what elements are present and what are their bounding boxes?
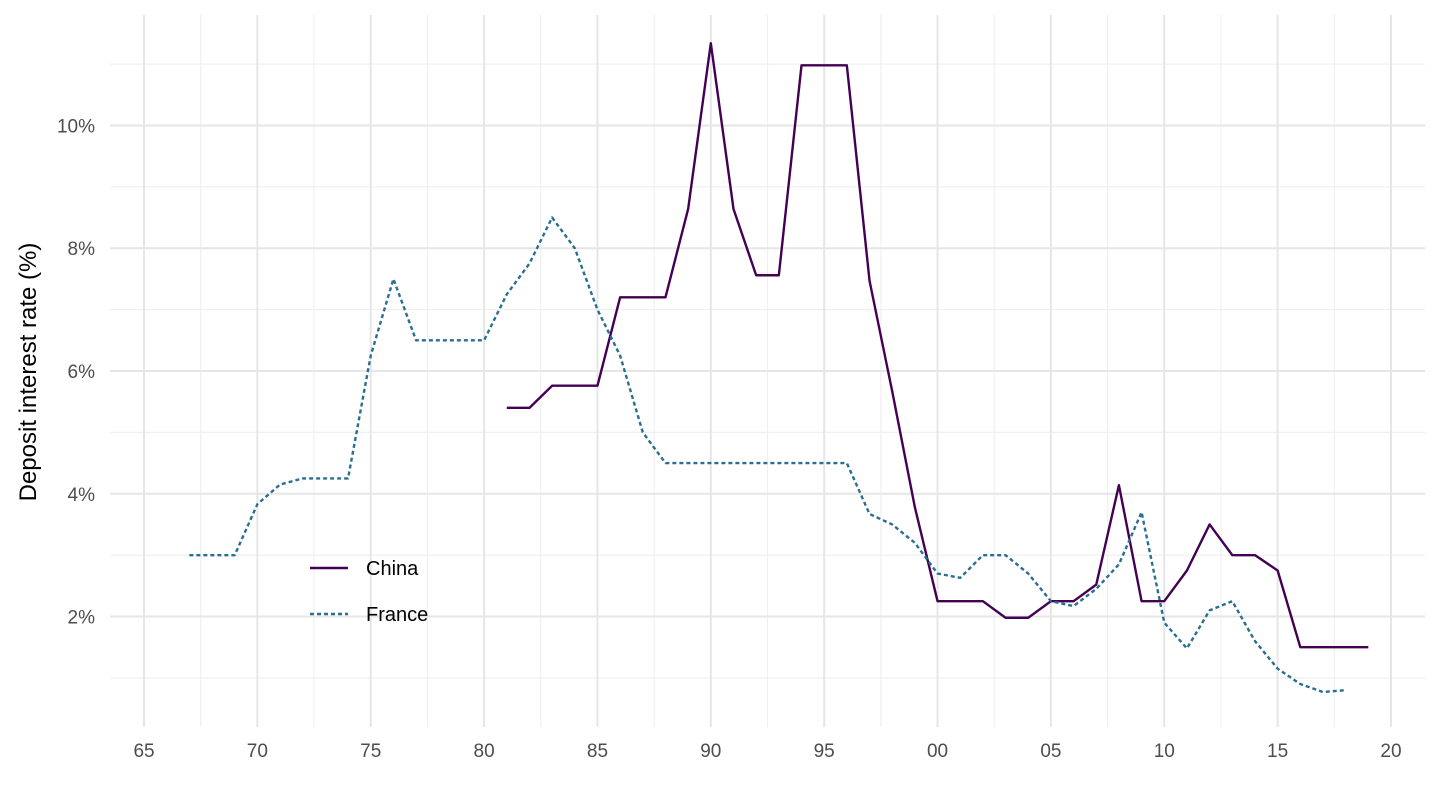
x-tick-label: 65	[133, 741, 154, 762]
series-line-china	[506, 42, 1369, 649]
y-tick-label: 8%	[68, 239, 96, 260]
y-tick-label: 2%	[68, 608, 96, 629]
x-tick-label: 70	[247, 741, 268, 762]
x-tick-label: 95	[814, 741, 835, 762]
x-tick-label: 00	[927, 741, 948, 762]
y-tick-label: 6%	[68, 362, 96, 383]
x-tick-label: 90	[700, 741, 721, 762]
x-tick-label: 75	[360, 741, 381, 762]
legend-label-china: China	[366, 558, 419, 580]
x-tick-label: 20	[1380, 741, 1401, 762]
y-axis-title: Deposit interest rate (%)	[15, 243, 42, 502]
x-axis-tick-labels: 65 70 75 80 85 90 95 00 05 10 15 20	[133, 741, 1401, 762]
x-tick-label: 15	[1267, 741, 1288, 762]
legend-label-france: France	[366, 604, 428, 626]
y-tick-label: 4%	[68, 485, 96, 506]
x-tick-label: 10	[1154, 741, 1175, 762]
legend: China France	[310, 558, 428, 626]
major-gridlines	[110, 15, 1425, 727]
y-tick-label: 10%	[57, 116, 95, 137]
x-tick-label: 85	[587, 741, 608, 762]
x-tick-label: 05	[1040, 741, 1061, 762]
y-axis-tick-labels: 2% 4% 6% 8% 10%	[57, 116, 95, 628]
x-tick-label: 80	[474, 741, 495, 762]
series-line-france	[189, 216, 1346, 694]
series-lines	[189, 42, 1369, 694]
